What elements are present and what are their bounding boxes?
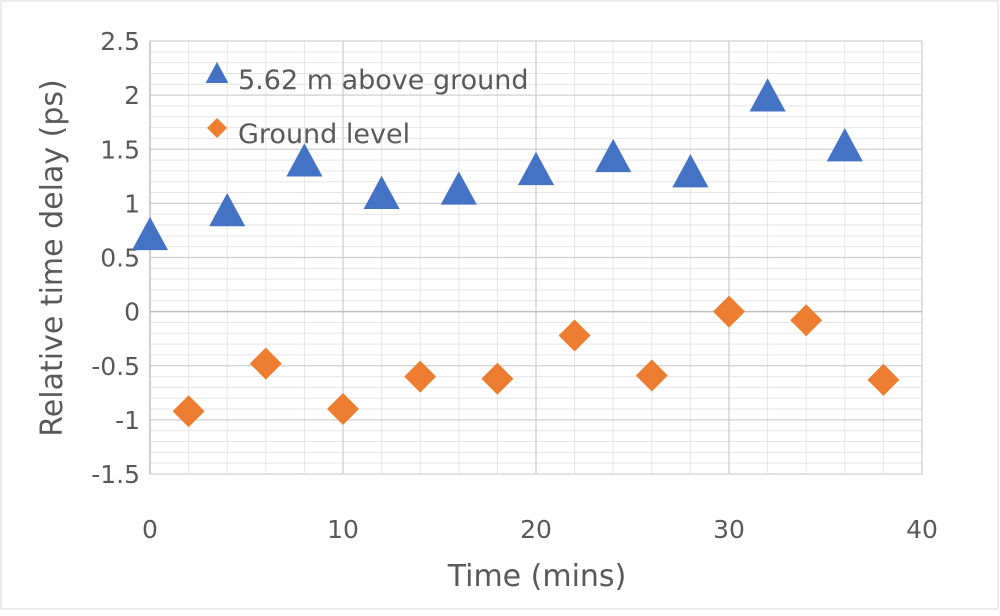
data-point-ground-level	[481, 362, 514, 395]
legend: 5.62 m above ground Ground level	[205, 62, 529, 150]
data-point-above-ground	[363, 175, 400, 209]
data-point-ground-level	[867, 363, 900, 396]
data-point-ground-level	[249, 347, 282, 380]
grid	[150, 40, 923, 475]
y-tick-label: -1	[115, 406, 140, 435]
x-tick-label: 20	[520, 515, 552, 544]
data-point-ground-level	[790, 304, 823, 337]
y-tick-label: -0.5	[91, 352, 140, 381]
y-tick-label: 1	[124, 189, 140, 218]
legend-label-above-ground: 5.62 m above ground	[238, 65, 529, 96]
data-point-ground-level	[404, 360, 437, 393]
x-axis-title: Time (mins)	[447, 559, 627, 594]
y-tick-label: 0	[124, 298, 140, 327]
data-point-above-ground	[749, 78, 786, 112]
data-point-above-ground	[672, 154, 709, 188]
x-tick-label: 0	[142, 515, 158, 544]
data-point-ground-level	[327, 393, 359, 426]
x-tick-label: 40	[906, 515, 938, 544]
data-point-above-ground	[286, 143, 323, 177]
data-point-above-ground	[826, 128, 863, 162]
y-tick-label: 1.5	[100, 135, 140, 164]
data-point-above-ground	[595, 138, 632, 173]
tick-labels: 2.521.510.50-0.5-1-1.50 10 20 30 40	[91, 27, 938, 544]
data-point-ground-level	[713, 295, 745, 328]
data-point-above-ground	[517, 151, 555, 186]
x-tick-label: 30	[713, 515, 745, 544]
data-point-ground-level	[172, 395, 205, 428]
x-tick-label: 10	[327, 515, 359, 544]
legend-marker-triangle	[205, 62, 229, 83]
y-tick-label: 2	[124, 81, 140, 110]
legend-label-ground-level: Ground level	[238, 119, 410, 150]
y-axis-title: Relative time delay (ps)	[35, 79, 70, 436]
y-tick-label: 2.5	[100, 27, 140, 56]
data-point-above-ground	[209, 193, 246, 227]
axes	[149, 41, 922, 474]
data-point-ground-level	[558, 319, 591, 352]
data-point-above-ground	[440, 171, 477, 205]
data-point-above-ground	[131, 216, 169, 251]
data-markers	[131, 78, 900, 428]
data-point-ground-level	[635, 359, 668, 392]
y-tick-label: -1.5	[91, 460, 140, 489]
legend-marker-diamond	[207, 118, 227, 138]
